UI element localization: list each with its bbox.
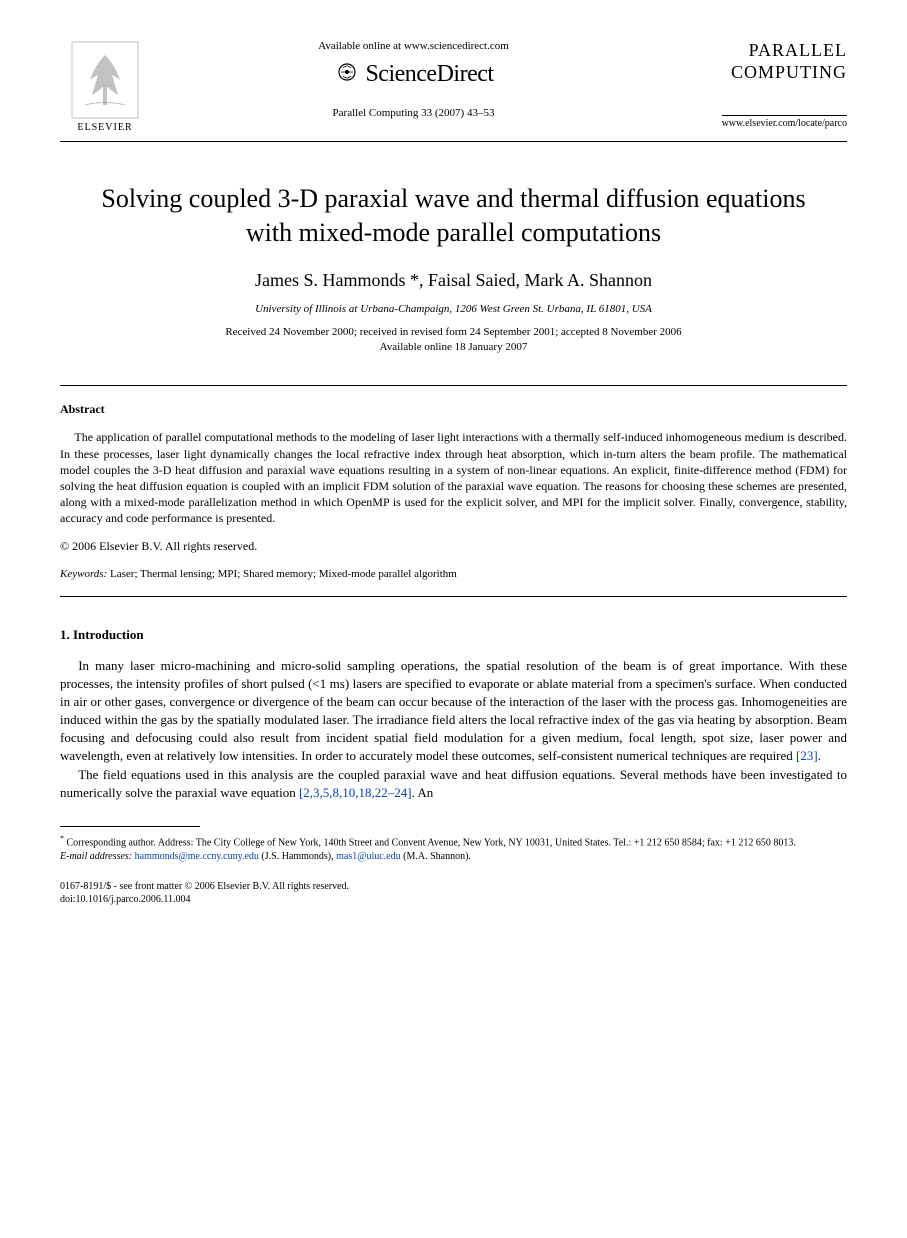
footnote-rule (60, 826, 200, 827)
header-row: ELSEVIER Available online at www.science… (60, 40, 847, 142)
article-title: Solving coupled 3-D paraxial wave and th… (80, 182, 827, 250)
article-page: ELSEVIER Available online at www.science… (0, 0, 907, 936)
email-link-1[interactable]: hammonds@me.ccny.cuny.edu (135, 851, 259, 862)
header-center: Available online at www.sciencedirect.co… (150, 40, 677, 119)
sciencedirect-text: ScienceDirect (365, 61, 493, 87)
doi-line: doi:10.1016/j.parco.2006.11.004 (60, 893, 847, 906)
keywords-line: Keywords: Laser; Thermal lensing; MPI; S… (60, 568, 847, 580)
citation-text: Parallel Computing 33 (2007) 43–53 (170, 107, 657, 119)
ref-link-23[interactable]: [23] (796, 748, 818, 763)
issn-line: 0167-8191/$ - see front matter © 2006 El… (60, 880, 847, 893)
sciencedirect-logo: ScienceDirect (170, 58, 657, 93)
keywords-label: Keywords: (60, 568, 107, 580)
section-1-heading: 1. Introduction (60, 627, 847, 643)
ref-link-multi[interactable]: [2,3,5,8,10,18,22–24] (299, 785, 412, 800)
journal-block: PARALLEL COMPUTING www.elsevier.com/loca… (677, 40, 847, 131)
publisher-name: ELSEVIER (77, 122, 132, 133)
divider (60, 596, 847, 597)
journal-name: PARALLEL COMPUTING (677, 40, 847, 83)
footer: 0167-8191/$ - see front matter © 2006 El… (60, 880, 847, 906)
abstract-text: The application of parallel computationa… (60, 429, 847, 526)
star-icon: * (60, 834, 64, 843)
sciencedirect-icon (333, 58, 361, 93)
abstract-copyright: © 2006 Elsevier B.V. All rights reserved… (60, 539, 847, 554)
email-footnote: E-mail addresses: hammonds@me.ccny.cuny.… (60, 850, 847, 864)
intro-para-2: The field equations used in this analysi… (60, 766, 847, 802)
divider (60, 385, 847, 386)
article-dates: Received 24 November 2000; received in r… (60, 325, 847, 356)
publisher-block: ELSEVIER (60, 40, 150, 133)
intro-para-1: In many laser micro-machining and micro-… (60, 657, 847, 766)
journal-url[interactable]: www.elsevier.com/locate/parco (722, 115, 847, 129)
elsevier-tree-logo (70, 40, 140, 120)
online-date: Available online 18 January 2007 (380, 341, 528, 353)
keywords-text: Laser; Thermal lensing; MPI; Shared memo… (107, 568, 457, 580)
received-date: Received 24 November 2000; received in r… (225, 326, 681, 338)
email-label: E-mail addresses: (60, 851, 132, 862)
corresponding-author-footnote: * Corresponding author. Address: The Cit… (60, 833, 847, 850)
email-link-2[interactable]: mas1@uiuc.edu (336, 851, 400, 862)
affiliation: University of Illinois at Urbana-Champai… (60, 303, 847, 315)
available-online-text: Available online at www.sciencedirect.co… (170, 40, 657, 52)
authors-line: James S. Hammonds *, Faisal Saied, Mark … (60, 270, 847, 291)
abstract-heading: Abstract (60, 402, 847, 417)
